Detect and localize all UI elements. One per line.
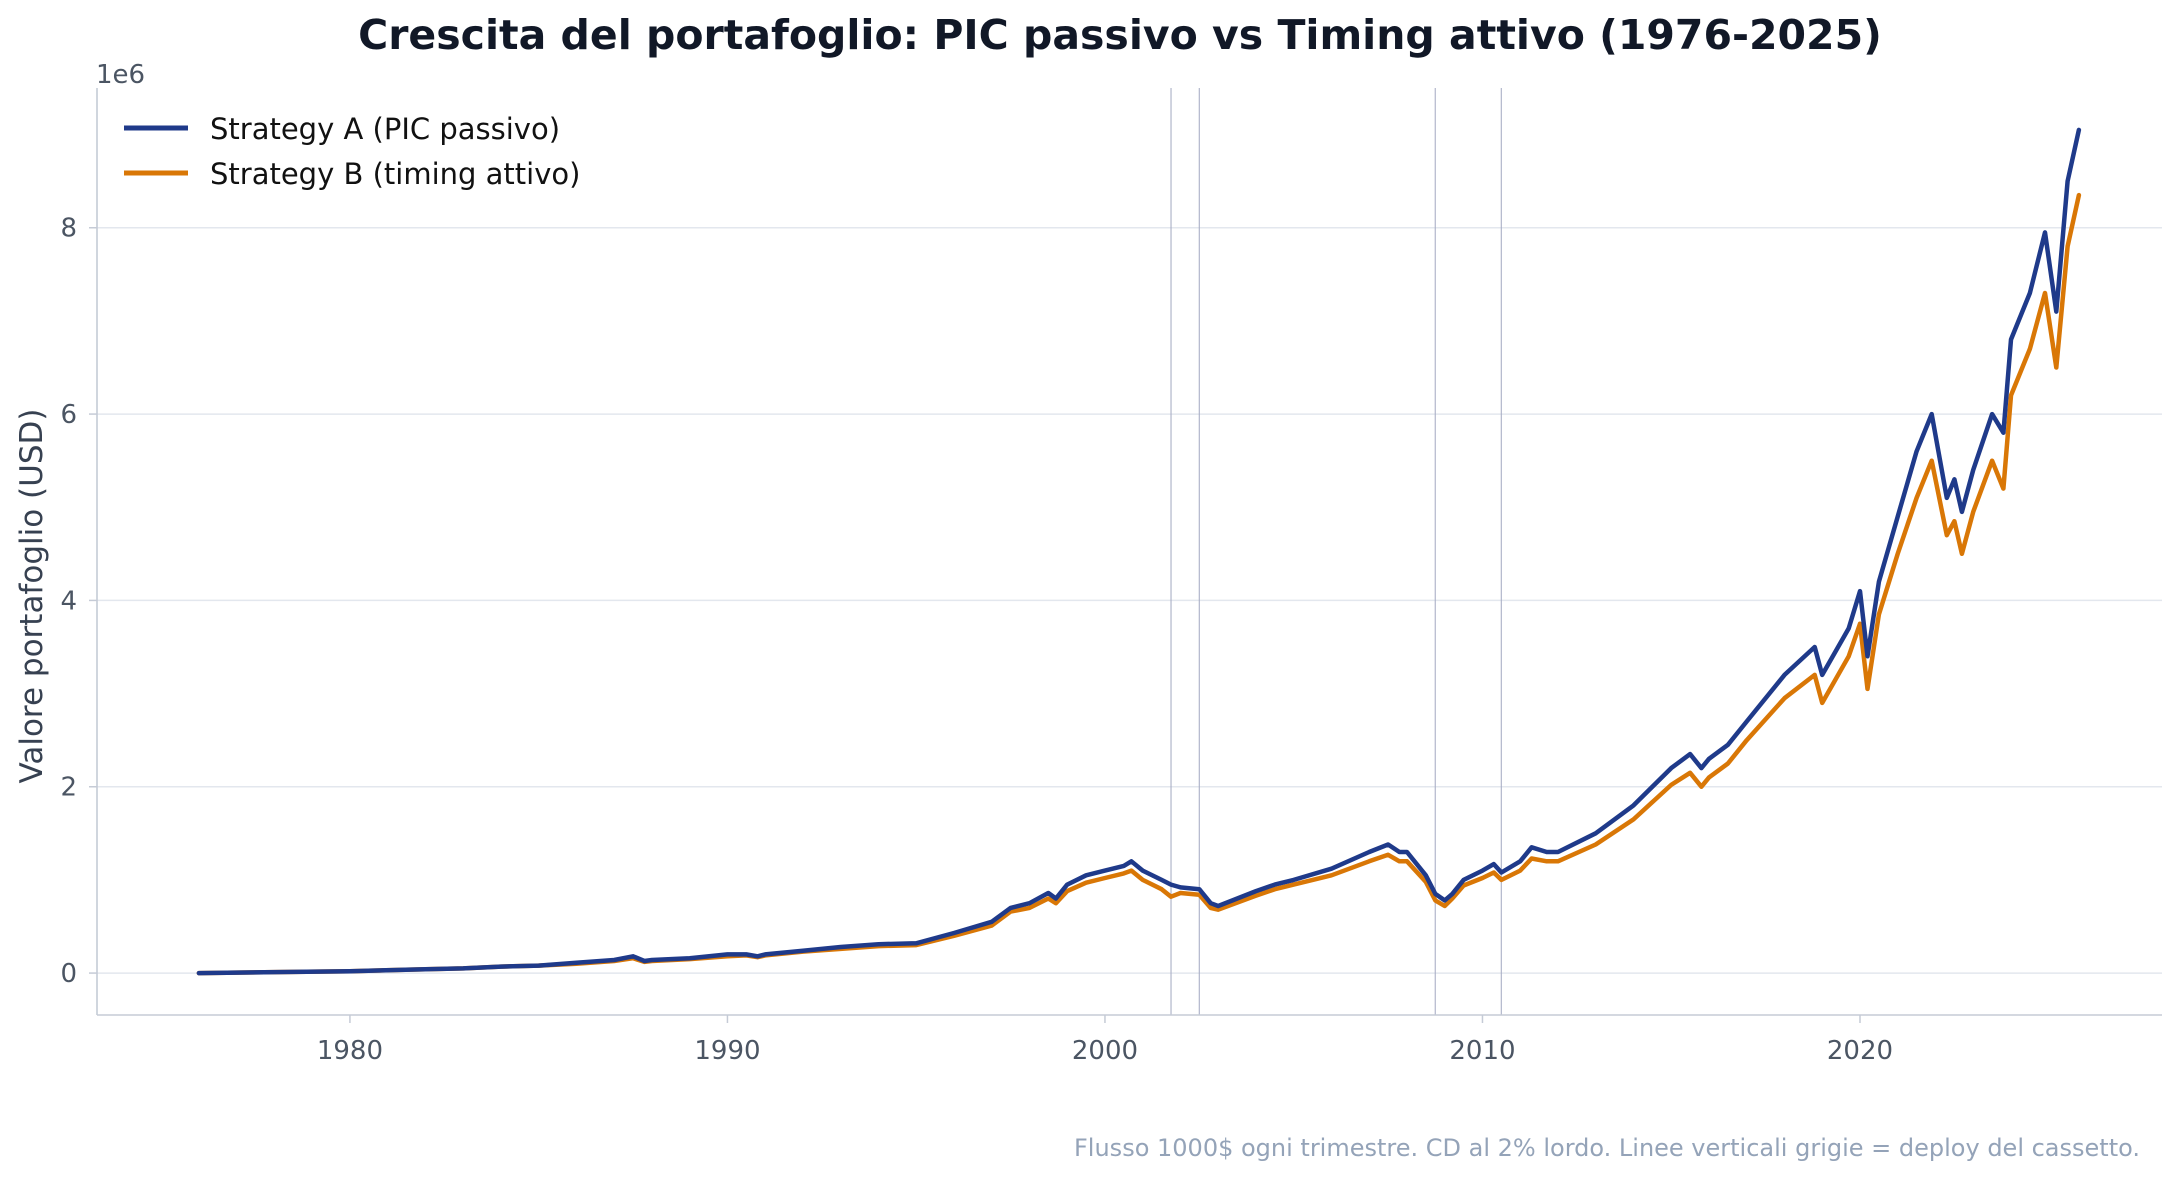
- x-tick-label: 1980: [317, 1036, 383, 1066]
- x-ticks: 1980 1990 2000 2010 2020: [317, 1015, 1893, 1066]
- series-line-strategy-a: [196, 127, 2082, 976]
- chart-title: Crescita del portafoglio: PIC passivo vs…: [358, 11, 1882, 59]
- x-tick-label: 1990: [694, 1036, 760, 1066]
- legend: Strategy A (PIC passivo) Strategy B (tim…: [124, 112, 580, 191]
- legend-label-a: Strategy A (PIC passivo): [210, 112, 560, 146]
- x-tick-label: 2010: [1449, 1036, 1515, 1066]
- y-tick-label: 0: [60, 959, 77, 989]
- y-axis-label: Valore portafoglio (USD): [14, 409, 50, 784]
- series-line-strategy-b: [196, 192, 2082, 976]
- y-tick-label: 6: [60, 400, 77, 430]
- y-ticks: 0 2 4 6 8: [60, 214, 97, 989]
- y-tick-label: 2: [60, 773, 77, 803]
- x-tick-label: 2020: [1827, 1036, 1893, 1066]
- series-lines: [196, 127, 2082, 976]
- y-tick-label: 8: [60, 214, 77, 244]
- footnote: Flusso 1000$ ogni trimestre. CD al 2% lo…: [1074, 1134, 2140, 1162]
- deploy-lines: [1170, 88, 1503, 1015]
- y-tick-label: 4: [60, 586, 77, 616]
- x-tick-label: 2000: [1072, 1036, 1138, 1066]
- legend-label-b: Strategy B (timing attivo): [210, 157, 580, 191]
- grid: [97, 226, 2162, 974]
- y-offset-label: 1e6: [96, 60, 145, 90]
- axes: [96, 88, 2162, 1016]
